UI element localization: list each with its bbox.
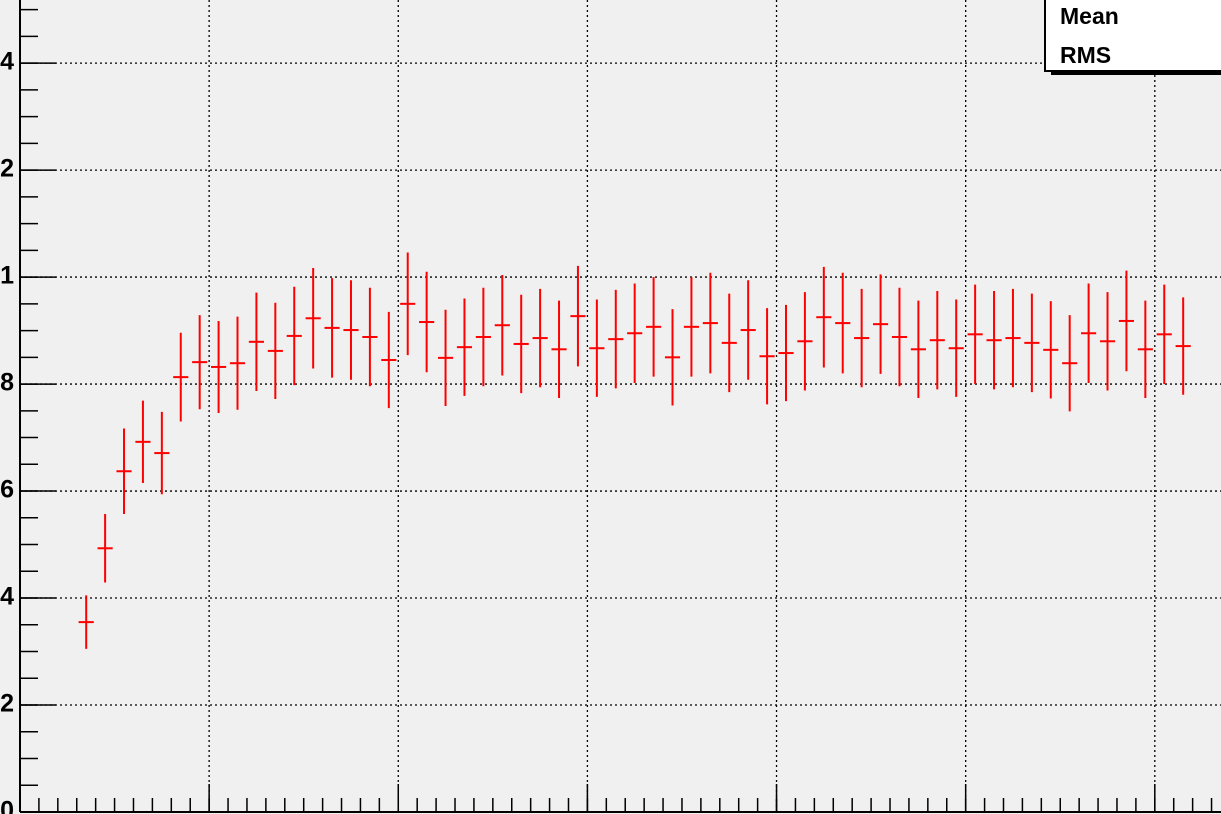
stats-label: RMS (1060, 42, 1111, 68)
stats-label: Mean (1060, 3, 1119, 29)
y-tick-label: 0 (0, 797, 14, 814)
y-tick-label: 8 (0, 369, 14, 397)
y-tick-label: 4 (0, 583, 14, 611)
y-tick-label: 4 (0, 48, 14, 76)
y-tick-label: 1 (0, 262, 14, 290)
stats-box (1044, 0, 1221, 72)
y-tick-label: 2 (0, 690, 14, 718)
y-tick-label: 6 (0, 476, 14, 504)
y-tick-label: 2 (0, 155, 14, 183)
